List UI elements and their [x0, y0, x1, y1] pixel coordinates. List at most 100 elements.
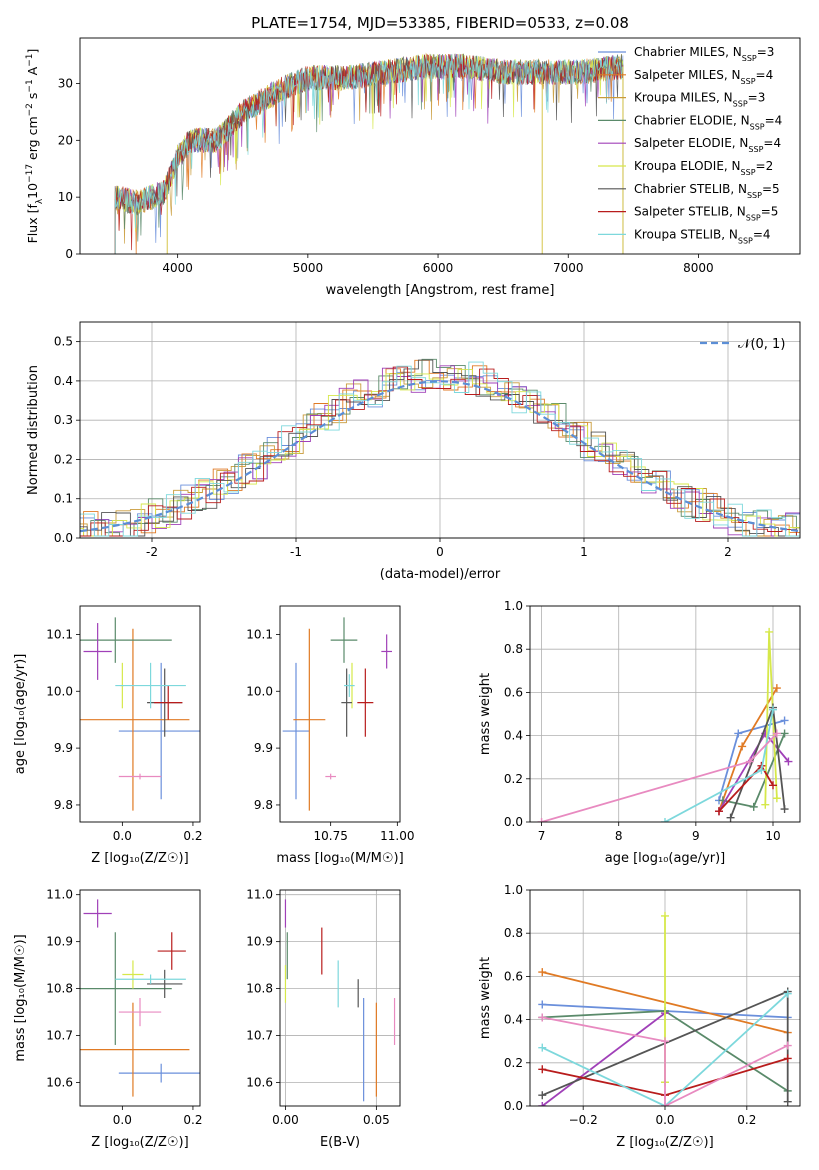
x-axis-label: age [log₁₀(age/yr)]	[605, 851, 726, 866]
y-tick-label: 0	[65, 247, 73, 261]
x-axis-label: (data-model)/error	[380, 567, 501, 582]
legend-entry: Kroupa STELIB, NSSP=4	[634, 227, 771, 245]
y-tick-label: 0.0	[54, 531, 73, 545]
x-tick-label: 1	[580, 545, 588, 559]
spectrum-panel: 4000 5000 6000 7000 8000 0 10 20 30 wavelength [A…	[25, 37, 801, 298]
y-tick-label: 10.7	[246, 1029, 273, 1043]
residuals-panel: -2 -1 0 1 2 0.0 0.1 0.2 0.3 0.4 0.5 𝒩(0, 1) (data-mo…	[26, 321, 801, 582]
weight-marker	[765, 627, 774, 636]
y-tick-label: 11.0	[246, 888, 273, 902]
legend-entry: Salpeter ELODIE, NSSP=4	[634, 136, 781, 154]
y-tick-label: 0.4	[504, 1013, 523, 1027]
axes-frame	[279, 605, 401, 823]
error-bars	[282, 617, 392, 811]
weight_vs_Z-panel: −0.2 0.0 0.2 0.0 0.2 0.4 0.6 0.8 1.0 Z [log₁₀(Z/Z…	[478, 883, 801, 1150]
weight-marker	[783, 1097, 792, 1106]
y-tick-label: 0.6	[504, 969, 523, 983]
weight-marker	[780, 805, 789, 814]
weight-marker	[780, 729, 789, 738]
y-axis-label: Normed distribution	[26, 365, 41, 495]
weight-marker	[661, 1102, 669, 1106]
legend-entry: Salpeter MILES, NSSP=4	[634, 68, 773, 86]
weight-line	[664, 709, 774, 822]
y-tick-label: 0.3	[54, 413, 73, 427]
y-tick-label: 9.8	[254, 798, 273, 812]
histograms	[80, 358, 800, 537]
y-tick-label: 0.2	[504, 772, 523, 786]
axes-frame	[279, 889, 401, 1107]
gaussian-curve	[80, 380, 800, 533]
x-axis-label: E(B-V)	[320, 1135, 360, 1150]
weight-marker	[538, 968, 547, 977]
x-tick-label: 10	[765, 829, 780, 843]
weight-marker	[661, 818, 669, 822]
x-tick-label: 0.0	[113, 1113, 132, 1127]
x-axis-label: Z [log₁₀(Z/Z☉)]	[91, 851, 188, 866]
y-tick-label: 1.0	[504, 883, 523, 897]
weight-marker	[538, 1102, 547, 1106]
legend-entry: Chabrier MILES, NSSP=3	[634, 45, 774, 63]
x-tick-label: 0.0	[113, 829, 132, 843]
legend-entry: Kroupa ELODIE, NSSP=2	[634, 159, 773, 177]
spectrum-lines	[114, 52, 624, 254]
x-tick-label: 4000	[162, 261, 193, 275]
weight-marker	[784, 757, 793, 766]
weight-lines	[537, 627, 793, 822]
weight-marker	[780, 716, 789, 725]
weight-line	[541, 993, 789, 1106]
axes-frame	[79, 889, 201, 1107]
y-tick-label: 0.4	[54, 374, 73, 388]
mass_vs_ebv-panel: 0.00 0.05 10.6 10.7 10.8 10.9 11.0 E(B-V)	[246, 888, 401, 1150]
y-tick-label: 9.8	[54, 798, 73, 812]
weight-line	[542, 1016, 789, 1106]
x-tick-label: -2	[146, 545, 158, 559]
weight-marker	[772, 794, 781, 803]
x-axis-label: Z [log₁₀(Z/Z☉)]	[91, 1135, 188, 1150]
legend-entry: 𝒩(0, 1)	[738, 337, 785, 352]
y-axis-label: mass weight	[478, 673, 493, 755]
x-axis-label: mass [log₁₀(M/M☉)]	[276, 851, 403, 866]
error-bars	[284, 899, 396, 1102]
x-tick-label: 8000	[683, 261, 714, 275]
legend-entry: Kroupa MILES, NSSP=3	[634, 91, 765, 109]
x-tick-label: 5000	[293, 261, 324, 275]
legend-entry: Chabrier STELIB, NSSP=5	[634, 182, 780, 200]
y-tick-label: 10.9	[46, 935, 73, 949]
y-tick-label: 10.6	[46, 1076, 73, 1090]
x-tick-label: 6000	[423, 261, 454, 275]
y-axis-label: mass [log₁₀(M/M☉)]	[13, 934, 28, 1061]
y-axis-label: age [log₁₀(age/yr)]	[13, 654, 28, 775]
axes-frame	[79, 321, 801, 539]
weight-marker	[715, 807, 723, 816]
y-tick-label: 0.0	[504, 1099, 523, 1113]
weight-marker	[537, 818, 546, 822]
y-tick-label: 0.0	[504, 815, 523, 829]
mass_vs_Z-panel: 0.0 0.2 10.6 10.7 10.8 10.9 11.0 Z [log₁₀(Z/Z☉)…	[13, 888, 202, 1150]
x-axis-label: Z [log₁₀(Z/Z☉)]	[616, 1135, 713, 1150]
y-tick-label: 0.4	[504, 729, 523, 743]
legend-entry: Salpeter STELIB, NSSP=5	[634, 205, 778, 223]
y-tick-label: 20	[58, 133, 73, 147]
axes-frame	[529, 889, 801, 1107]
weight-marker	[661, 1037, 669, 1046]
x-tick-label: 2	[724, 545, 732, 559]
weight-marker	[538, 1091, 547, 1100]
weight-marker	[772, 729, 781, 738]
y-tick-label: 0.5	[54, 335, 73, 349]
y-tick-label: 10.7	[46, 1029, 73, 1043]
x-tick-label: 0.2	[737, 1113, 756, 1127]
x-tick-label: 7	[538, 829, 546, 843]
axes-frame	[529, 605, 801, 823]
y-tick-label: 10.0	[246, 684, 273, 698]
figure-title: PLATE=1754, MJD=53385, FIBERID=0533, z=0…	[251, 14, 629, 32]
age_vs_Z-panel: 0.0 0.2 9.8 9.9 10.0 10.1 Z [log₁₀(Z/Z☉)] age […	[13, 605, 202, 866]
spectrum-line-kroupa-stelib	[114, 53, 624, 254]
weight-marker	[726, 813, 735, 822]
error-bars	[80, 899, 200, 1097]
weight-marker	[538, 1043, 547, 1052]
axes-frame	[79, 605, 201, 823]
x-tick-label: 0.0	[655, 1113, 674, 1127]
y-tick-label: 10.8	[246, 982, 273, 996]
y-tick-label: 10.8	[46, 982, 73, 996]
